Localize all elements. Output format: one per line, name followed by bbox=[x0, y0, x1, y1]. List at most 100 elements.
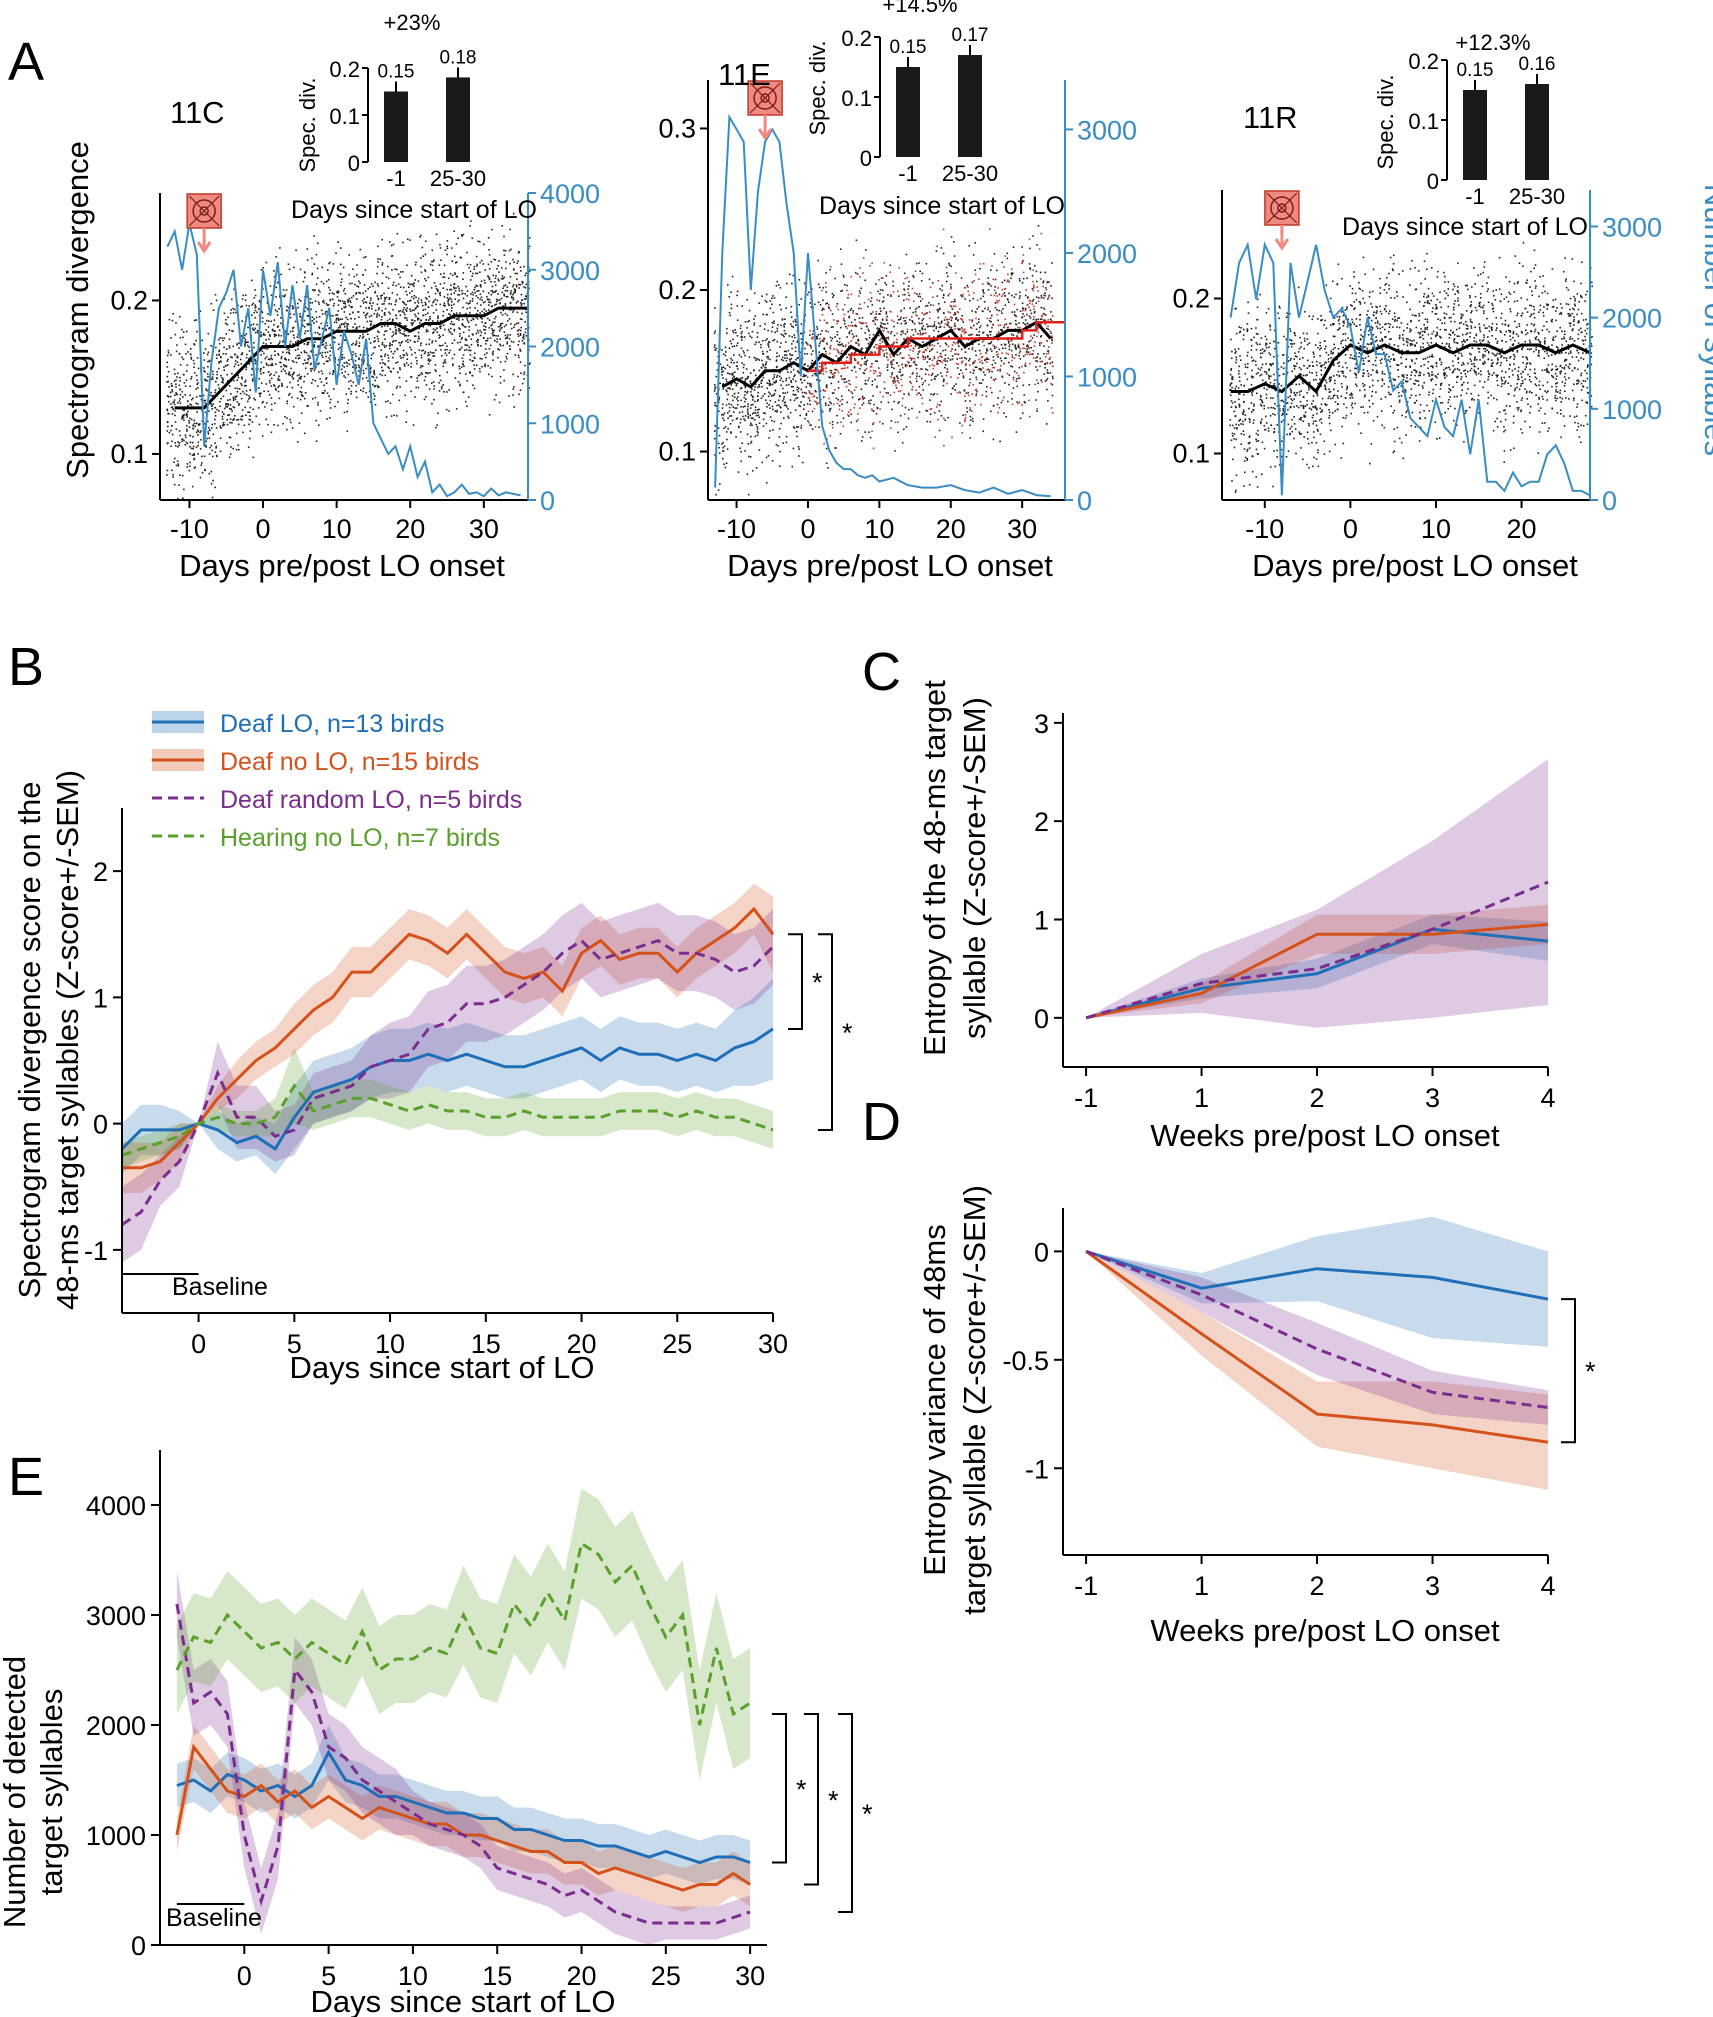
scatter-point bbox=[370, 367, 372, 369]
scatter-point bbox=[728, 311, 731, 314]
scatter-point bbox=[453, 339, 456, 341]
scatter-point bbox=[919, 332, 922, 334]
scatter-point bbox=[218, 387, 220, 390]
scatter-point bbox=[871, 380, 874, 382]
scatter-point bbox=[862, 272, 864, 274]
scatter-point bbox=[427, 276, 430, 279]
scatter-point bbox=[891, 363, 894, 366]
y-tick-label: 0.2 bbox=[110, 285, 148, 315]
scatter-point bbox=[868, 334, 871, 336]
scatter-point bbox=[916, 380, 918, 382]
scatter-point bbox=[425, 279, 427, 282]
scatter-point bbox=[190, 358, 193, 360]
scatter-point bbox=[859, 407, 861, 409]
scatter-point bbox=[513, 406, 515, 408]
scatter-point bbox=[179, 364, 182, 366]
scatter-point bbox=[369, 286, 371, 288]
scatter-point bbox=[941, 320, 943, 323]
scatter-point bbox=[307, 315, 310, 317]
scatter-point bbox=[409, 346, 411, 349]
scatter-point bbox=[421, 349, 423, 352]
scatter-point bbox=[827, 404, 830, 406]
scatter-point bbox=[879, 374, 881, 377]
scatter-point bbox=[424, 270, 427, 273]
scatter-point bbox=[343, 366, 346, 368]
scatter-point bbox=[748, 356, 751, 358]
scatter-point bbox=[722, 382, 725, 385]
scatter-point bbox=[470, 343, 473, 346]
scatter-point bbox=[519, 266, 522, 268]
scatter-point bbox=[359, 305, 362, 308]
scatter-point bbox=[969, 437, 972, 439]
scatter-point bbox=[420, 354, 423, 357]
scatter-point bbox=[362, 362, 365, 364]
scatter-point bbox=[746, 377, 748, 380]
scatter-point bbox=[850, 413, 853, 416]
scatter-point bbox=[761, 350, 764, 353]
scatter-point bbox=[896, 354, 898, 356]
scatter-point bbox=[905, 298, 908, 300]
scatter-point bbox=[512, 388, 515, 390]
scatter-point bbox=[212, 373, 214, 376]
scatter-point bbox=[383, 362, 386, 365]
scatter-point bbox=[826, 322, 829, 324]
scatter-point bbox=[925, 305, 927, 307]
scatter-point bbox=[326, 360, 329, 362]
scatter-point bbox=[432, 328, 435, 330]
scatter-point bbox=[803, 404, 805, 406]
scatter-point bbox=[474, 286, 476, 289]
scatter-point bbox=[391, 269, 393, 271]
scatter-point bbox=[345, 393, 348, 395]
scatter-point bbox=[411, 309, 414, 312]
scatter-point bbox=[287, 263, 290, 265]
scatter-point bbox=[453, 286, 455, 289]
scatter-point bbox=[528, 237, 531, 239]
scatter-point bbox=[304, 271, 306, 274]
scatter-point bbox=[990, 294, 992, 296]
scatter-point bbox=[880, 337, 882, 340]
scatter-point bbox=[245, 414, 247, 416]
scatter-point bbox=[960, 348, 963, 351]
scatter-point bbox=[322, 299, 325, 302]
scatter-point bbox=[189, 403, 191, 406]
scatter-point bbox=[211, 378, 214, 380]
scatter-point bbox=[943, 326, 946, 328]
scatter-point bbox=[355, 396, 358, 399]
scatter-point bbox=[178, 430, 181, 432]
scatter-point bbox=[219, 437, 222, 439]
scatter-point bbox=[779, 395, 781, 398]
scatter-point bbox=[251, 304, 254, 306]
scatter-point bbox=[785, 359, 788, 362]
y-tick-label: 0.1 bbox=[110, 439, 148, 469]
scatter-point bbox=[842, 425, 844, 428]
scatter-point bbox=[743, 396, 745, 399]
scatter-point bbox=[949, 283, 952, 286]
scatter-point bbox=[409, 283, 412, 285]
scatter-point bbox=[428, 300, 430, 303]
scatter-point bbox=[299, 313, 301, 315]
scatter-point bbox=[771, 394, 774, 397]
scatter-point bbox=[435, 233, 438, 236]
scatter-point bbox=[260, 382, 263, 385]
scatter-point bbox=[964, 420, 966, 423]
scatter-point bbox=[462, 278, 464, 280]
scatter-point bbox=[207, 332, 210, 335]
scatter-point bbox=[745, 368, 748, 370]
lo-target-center-icon bbox=[199, 206, 209, 216]
scatter-point bbox=[750, 336, 753, 339]
scatter-point bbox=[384, 307, 387, 310]
scatter-point bbox=[264, 406, 266, 408]
scatter-point bbox=[928, 317, 931, 320]
scatter-point bbox=[212, 370, 214, 373]
scatter-point bbox=[318, 327, 321, 329]
scatter-point bbox=[469, 279, 472, 281]
scatter-point bbox=[790, 305, 793, 308]
scatter-point bbox=[449, 297, 451, 299]
scatter-point bbox=[829, 408, 831, 410]
scatter-point bbox=[848, 411, 850, 413]
scatter-point bbox=[810, 353, 813, 356]
scatter-point bbox=[237, 374, 239, 377]
scatter-point bbox=[742, 366, 745, 369]
scatter-point bbox=[337, 292, 339, 294]
scatter-point bbox=[241, 298, 244, 300]
